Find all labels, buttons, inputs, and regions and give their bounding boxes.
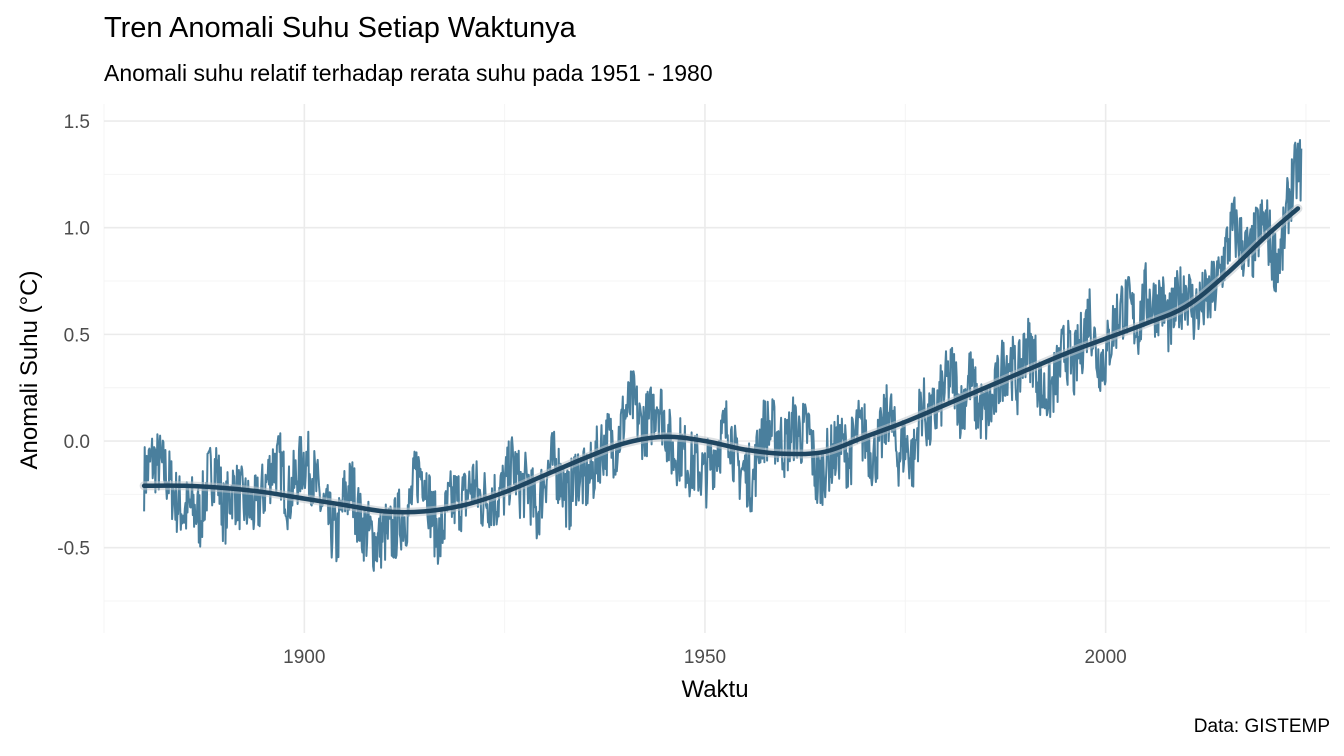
y-tick-label: 0.5 xyxy=(64,325,90,346)
x-tick-label: 2000 xyxy=(1084,647,1126,668)
y-tick-label: -0.5 xyxy=(57,539,90,560)
y-tick-label: 1.5 xyxy=(64,112,90,133)
series-layer xyxy=(139,139,1303,572)
x-tick-label: 1950 xyxy=(684,647,726,668)
chart-title: Tren Anomali Suhu Setiap Waktunya xyxy=(104,12,576,44)
y-axis-title: Anomali Suhu (°C) xyxy=(16,270,43,469)
x-tick-label: 1900 xyxy=(283,647,325,668)
y-tick-label: 0.0 xyxy=(64,432,90,453)
chart-subtitle: Anomali suhu relatif terhadap rerata suh… xyxy=(104,60,713,86)
monthly-anomaly-line xyxy=(143,139,1303,572)
minor-gridlines xyxy=(103,104,1330,633)
y-tick-label: 1.0 xyxy=(64,219,90,240)
trend-line xyxy=(141,206,1301,515)
tick-labels: 1900 1950 2000 -0.5 0.0 0.5 1.0 1.5 xyxy=(57,112,1127,668)
x-axis-title: Waktu xyxy=(681,676,748,703)
chart-caption: Data: GISTEMP xyxy=(1193,716,1330,737)
major-gridlines xyxy=(104,104,1330,633)
